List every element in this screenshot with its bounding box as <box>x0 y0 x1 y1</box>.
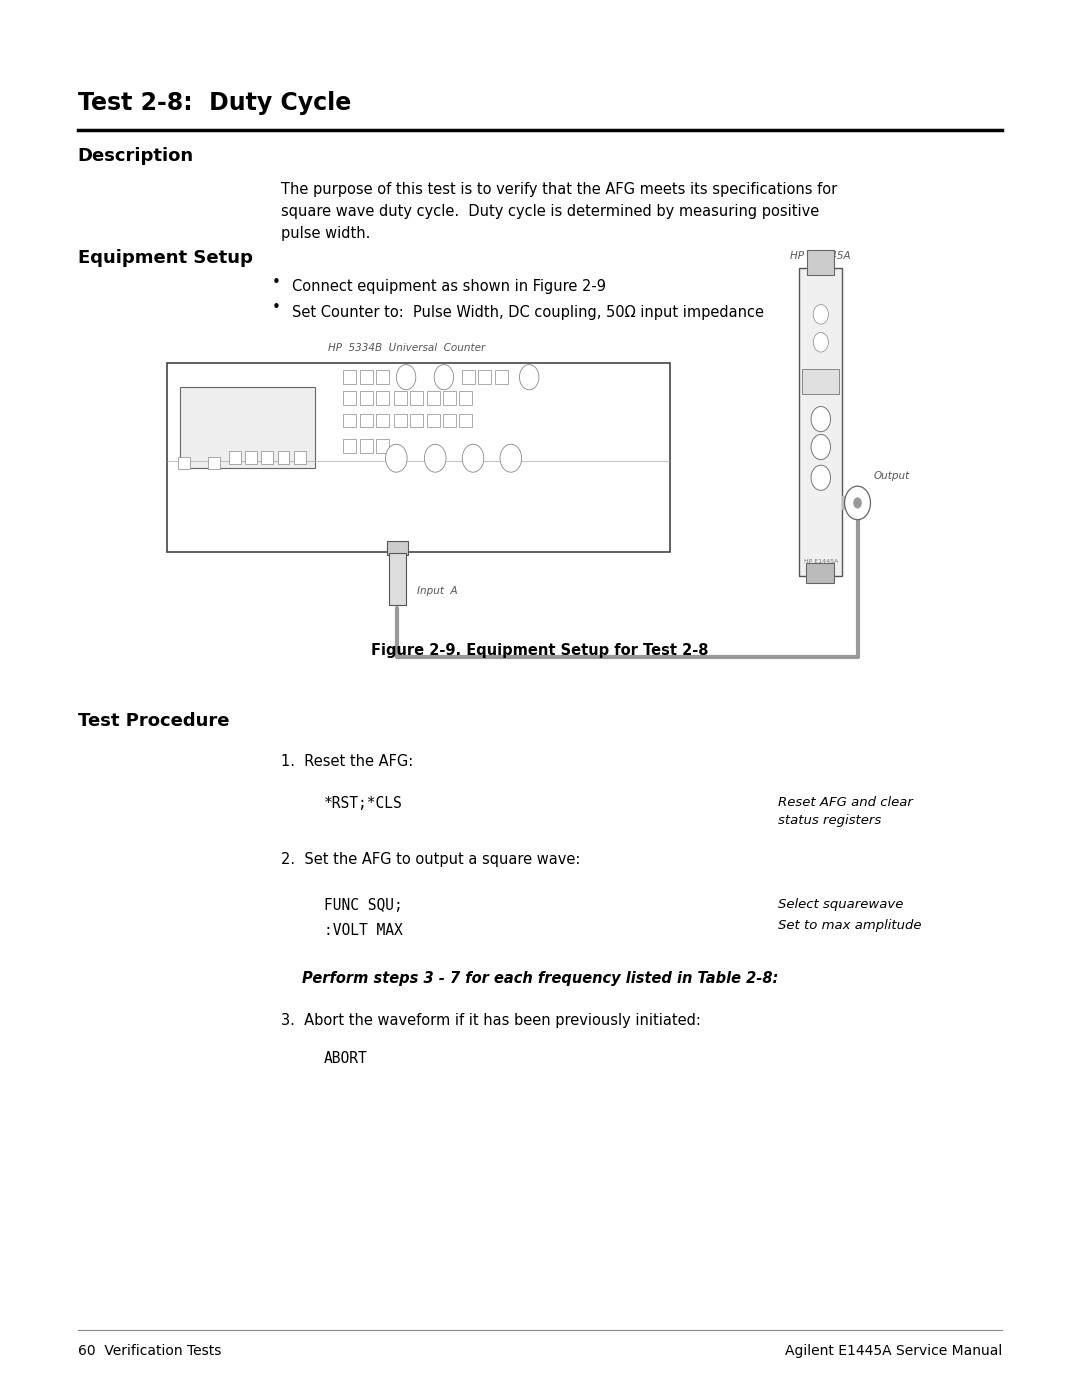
Bar <box>178 457 190 469</box>
Bar <box>807 250 834 275</box>
Bar <box>360 370 373 384</box>
Circle shape <box>853 497 862 509</box>
Bar <box>229 451 241 464</box>
Text: HP  5334B  Universal  Counter: HP 5334B Universal Counter <box>328 344 485 353</box>
Text: •: • <box>272 275 281 291</box>
Bar <box>799 268 842 576</box>
Text: Test Procedure: Test Procedure <box>78 712 229 731</box>
Bar <box>343 414 356 427</box>
Circle shape <box>845 486 870 520</box>
Bar <box>208 457 220 469</box>
Bar <box>360 391 373 405</box>
Circle shape <box>519 365 539 390</box>
Text: •: • <box>272 300 281 316</box>
Text: Input  A: Input A <box>417 585 458 597</box>
Text: Connect equipment as shown in Figure 2-9: Connect equipment as shown in Figure 2-9 <box>292 279 606 295</box>
Bar <box>261 451 273 464</box>
Text: FUNC SQU;
:VOLT MAX: FUNC SQU; :VOLT MAX <box>324 898 403 937</box>
Text: Output: Output <box>874 471 910 481</box>
Bar <box>180 387 315 468</box>
Bar <box>360 439 373 453</box>
Bar <box>410 391 423 405</box>
Bar <box>478 370 491 384</box>
Circle shape <box>813 305 828 324</box>
Circle shape <box>396 365 416 390</box>
Bar <box>389 553 406 605</box>
Circle shape <box>424 444 446 472</box>
Bar <box>459 391 472 405</box>
Bar <box>427 414 440 427</box>
Bar <box>462 370 475 384</box>
Circle shape <box>462 444 484 472</box>
Text: Equipment Setup: Equipment Setup <box>78 249 253 267</box>
Text: Select squarewave
Set to max amplitude: Select squarewave Set to max amplitude <box>778 898 921 932</box>
Bar <box>443 391 456 405</box>
Text: *RST;*CLS: *RST;*CLS <box>324 796 403 812</box>
Text: HP E1445A: HP E1445A <box>804 559 838 564</box>
Bar <box>343 439 356 453</box>
Text: Test 2-8:  Duty Cycle: Test 2-8: Duty Cycle <box>78 91 351 115</box>
Bar <box>443 414 456 427</box>
Bar <box>427 391 440 405</box>
Bar <box>343 370 356 384</box>
Bar <box>294 451 306 464</box>
Text: 3.  Abort the waveform if it has been previously initiated:: 3. Abort the waveform if it has been pre… <box>281 1013 701 1028</box>
Bar <box>360 414 373 427</box>
Text: 2.  Set the AFG to output a square wave:: 2. Set the AFG to output a square wave: <box>281 852 580 868</box>
Text: Perform steps 3 - 7 for each frequency listed in Table 2-8:: Perform steps 3 - 7 for each frequency l… <box>301 971 779 986</box>
Text: Agilent E1445A Service Manual: Agilent E1445A Service Manual <box>785 1344 1002 1358</box>
Circle shape <box>813 332 828 352</box>
Circle shape <box>811 465 831 490</box>
Bar <box>802 369 839 394</box>
Bar <box>278 451 289 464</box>
Bar <box>167 363 670 552</box>
Bar <box>376 370 389 384</box>
Bar <box>245 451 257 464</box>
Bar <box>459 414 472 427</box>
Circle shape <box>386 444 407 472</box>
Bar <box>376 439 389 453</box>
Bar <box>394 391 407 405</box>
Circle shape <box>811 434 831 460</box>
Circle shape <box>434 365 454 390</box>
Bar <box>376 414 389 427</box>
Bar <box>495 370 508 384</box>
Text: Reset AFG and clear
status registers: Reset AFG and clear status registers <box>778 796 913 827</box>
Text: 1.  Reset the AFG:: 1. Reset the AFG: <box>281 754 413 770</box>
Bar <box>842 496 858 510</box>
Bar <box>394 414 407 427</box>
Circle shape <box>811 407 831 432</box>
Text: HP  E1445A: HP E1445A <box>791 251 851 261</box>
Text: Description: Description <box>78 147 194 165</box>
Text: Set Counter to:  Pulse Width, DC coupling, 50Ω input impedance: Set Counter to: Pulse Width, DC coupling… <box>292 305 764 320</box>
Text: Figure 2-9. Equipment Setup for Test 2-8: Figure 2-9. Equipment Setup for Test 2-8 <box>372 643 708 658</box>
Text: ABORT: ABORT <box>324 1051 368 1066</box>
Text: 60  Verification Tests: 60 Verification Tests <box>78 1344 221 1358</box>
Bar <box>410 414 423 427</box>
Bar <box>387 541 408 555</box>
Circle shape <box>500 444 522 472</box>
Bar <box>376 391 389 405</box>
Bar <box>343 391 356 405</box>
Bar <box>806 563 834 583</box>
Text: The purpose of this test is to verify that the AFG meets its specifications for
: The purpose of this test is to verify th… <box>281 182 837 242</box>
